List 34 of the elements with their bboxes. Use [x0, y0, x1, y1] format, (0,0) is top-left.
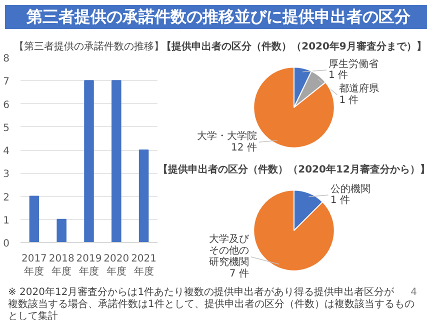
y-tick-label: 8 — [3, 54, 10, 64]
y-tick-label: 3 — [3, 169, 10, 180]
x-tick-label: 2017年度 — [21, 254, 47, 278]
y-tick-label: 5 — [3, 122, 10, 134]
bar — [138, 150, 149, 242]
text: 4 — [410, 287, 417, 299]
data-label: 1 件 — [339, 94, 359, 106]
bar — [56, 218, 66, 242]
chart-subtitle: 【第三者提供の承諾件数の推移】 — [14, 40, 164, 52]
y-tick-label: 2 — [3, 192, 10, 204]
y-tick-label: 1 — [3, 215, 10, 226]
text: 第三者提供の承諾件数の推移並びに提供申出者の区分 — [26, 6, 410, 28]
y-tick-label: 0 — [3, 238, 10, 250]
bar — [84, 80, 94, 242]
y-tick-label: 6 — [3, 100, 10, 111]
x-tick-label: 2021年度 — [131, 254, 157, 278]
x-tick-label: 2020年度 — [104, 254, 130, 278]
slice-label: 都道府県 — [339, 82, 380, 95]
data-label: 12 件 — [231, 142, 257, 154]
data-label: 7 件 — [229, 268, 249, 280]
slice-label: 公的機関 — [330, 182, 370, 195]
x-tick-label: 2019年度 — [76, 254, 102, 278]
slice-label: 厚生労働省 — [328, 58, 379, 70]
bar — [112, 80, 122, 242]
slice-label: 大学及びその他の研究機関 — [208, 233, 250, 268]
data-label: 1 件 — [328, 70, 348, 82]
chart-title: 【提供申出者の区分（件数）（2020年9月審査分まで）】 — [162, 40, 426, 52]
bar — [29, 196, 40, 242]
x-tick-label: 2018年度 — [48, 254, 74, 278]
chart-title: 【提供申出者の区分（件数）（2020年12月審査分から）】 — [158, 164, 427, 176]
data-label: 1 件 — [330, 195, 350, 206]
y-tick-label: 7 — [3, 76, 10, 88]
y-tick-label: 4 — [3, 146, 10, 157]
slice-label: 大学・大学院 — [196, 130, 257, 142]
